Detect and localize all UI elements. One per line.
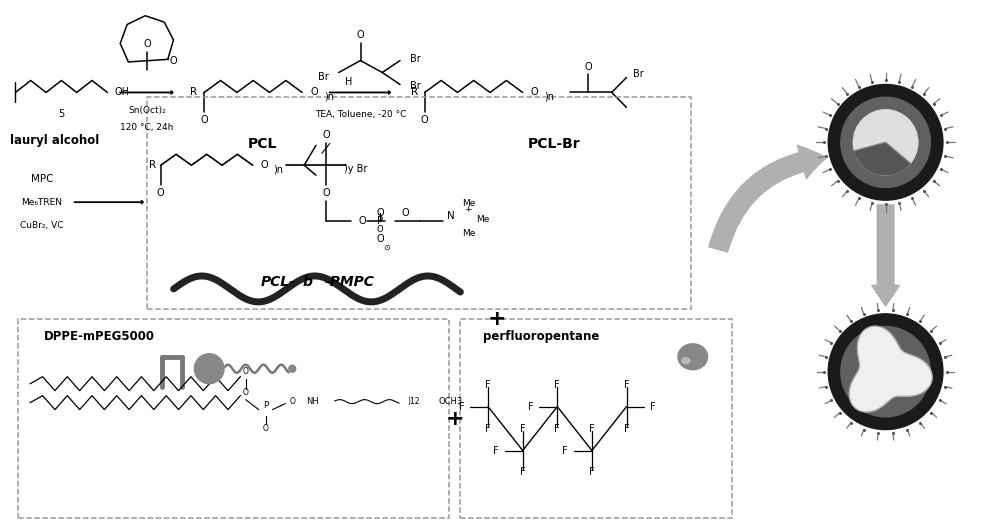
Text: Me: Me	[462, 199, 476, 208]
Text: O: O	[376, 234, 384, 244]
Text: Me: Me	[462, 229, 476, 238]
Text: O: O	[170, 55, 177, 65]
Text: DPPE-mPEG5000: DPPE-mPEG5000	[44, 330, 155, 343]
Text: Br: Br	[633, 70, 644, 80]
Wedge shape	[853, 110, 918, 163]
Text: )n: )n	[544, 92, 554, 101]
Text: F: F	[485, 424, 491, 434]
Circle shape	[841, 327, 930, 417]
Text: OCH3: OCH3	[439, 397, 463, 406]
Bar	[147, 97, 691, 309]
Text: 5: 5	[58, 110, 64, 120]
Text: F: F	[520, 424, 525, 434]
Text: Me₆TREN: Me₆TREN	[22, 198, 63, 207]
Text: perfluoropentane: perfluoropentane	[483, 330, 600, 343]
Polygon shape	[849, 326, 932, 412]
Text: H: H	[345, 77, 352, 87]
Text: F: F	[459, 402, 464, 412]
Circle shape	[194, 354, 224, 384]
Text: )n: )n	[273, 164, 283, 174]
Text: O: O	[261, 160, 268, 170]
Text: F: F	[589, 467, 595, 477]
Text: +: +	[446, 408, 465, 428]
Text: O: O	[357, 30, 364, 40]
Circle shape	[828, 84, 943, 200]
Text: TEA, Toluene, -20 °C: TEA, Toluene, -20 °C	[315, 110, 406, 119]
Wedge shape	[854, 142, 910, 175]
Text: O: O	[421, 115, 429, 125]
Text: Sn(Oct)₂: Sn(Oct)₂	[128, 106, 166, 115]
Text: R: R	[149, 160, 156, 170]
Circle shape	[828, 314, 943, 430]
Text: b: b	[302, 275, 312, 289]
Text: )n: )n	[324, 92, 334, 101]
Text: -PMPC: -PMPC	[325, 275, 375, 289]
Text: Br: Br	[410, 54, 421, 64]
Text: )12: )12	[407, 397, 419, 406]
FancyArrowPatch shape	[872, 205, 899, 306]
Text: O: O	[310, 87, 318, 97]
Text: PCL-: PCL-	[260, 275, 295, 289]
Text: ⊙: ⊙	[384, 242, 391, 251]
Text: F: F	[624, 379, 629, 389]
Text: F: F	[520, 467, 525, 477]
Text: F: F	[528, 402, 533, 412]
Text: F: F	[554, 379, 560, 389]
Circle shape	[853, 110, 918, 175]
Text: O: O	[322, 130, 330, 140]
Circle shape	[289, 365, 296, 372]
Text: O: O	[200, 115, 208, 125]
Text: O: O	[322, 188, 330, 198]
Circle shape	[841, 97, 930, 188]
Text: R: R	[190, 87, 198, 97]
Bar	[18, 319, 449, 519]
Text: F: F	[485, 379, 491, 389]
Text: )y Br: )y Br	[344, 164, 367, 174]
Text: F: F	[562, 445, 568, 455]
Text: PCL: PCL	[248, 138, 277, 151]
Text: O: O	[377, 225, 384, 233]
Text: +: +	[488, 309, 506, 329]
Text: lauryl alcohol: lauryl alcohol	[10, 134, 100, 147]
Text: PCL-Br: PCL-Br	[528, 138, 581, 151]
Text: O: O	[376, 208, 384, 218]
Text: F: F	[493, 445, 499, 455]
Text: N: N	[447, 211, 454, 221]
Text: O: O	[243, 388, 249, 397]
Text: Br: Br	[318, 73, 329, 83]
Text: P: P	[263, 401, 268, 410]
Text: Me: Me	[476, 214, 490, 223]
Ellipse shape	[682, 358, 690, 364]
Text: F: F	[650, 402, 656, 412]
Text: O: O	[263, 424, 269, 433]
Ellipse shape	[678, 344, 708, 370]
Text: 120 °C, 24h: 120 °C, 24h	[120, 123, 174, 132]
Text: F: F	[554, 424, 560, 434]
Text: O: O	[401, 208, 409, 218]
Text: O: O	[243, 367, 249, 376]
Text: R: R	[411, 87, 418, 97]
Text: O: O	[359, 216, 366, 226]
Text: O: O	[157, 188, 165, 198]
Text: MPC: MPC	[31, 174, 53, 184]
Text: CuBr₂, VC: CuBr₂, VC	[20, 221, 64, 230]
Text: O: O	[289, 397, 295, 406]
Text: Br: Br	[410, 82, 421, 92]
Text: P: P	[377, 216, 383, 226]
Text: OH: OH	[114, 87, 129, 97]
Text: NH: NH	[306, 397, 318, 406]
Text: O: O	[531, 87, 538, 97]
Text: +: +	[464, 204, 472, 213]
FancyArrowPatch shape	[709, 145, 826, 252]
Text: F: F	[589, 424, 595, 434]
Bar	[460, 319, 732, 519]
Text: O: O	[143, 38, 151, 48]
Text: O: O	[584, 62, 592, 72]
Text: F: F	[624, 424, 629, 434]
